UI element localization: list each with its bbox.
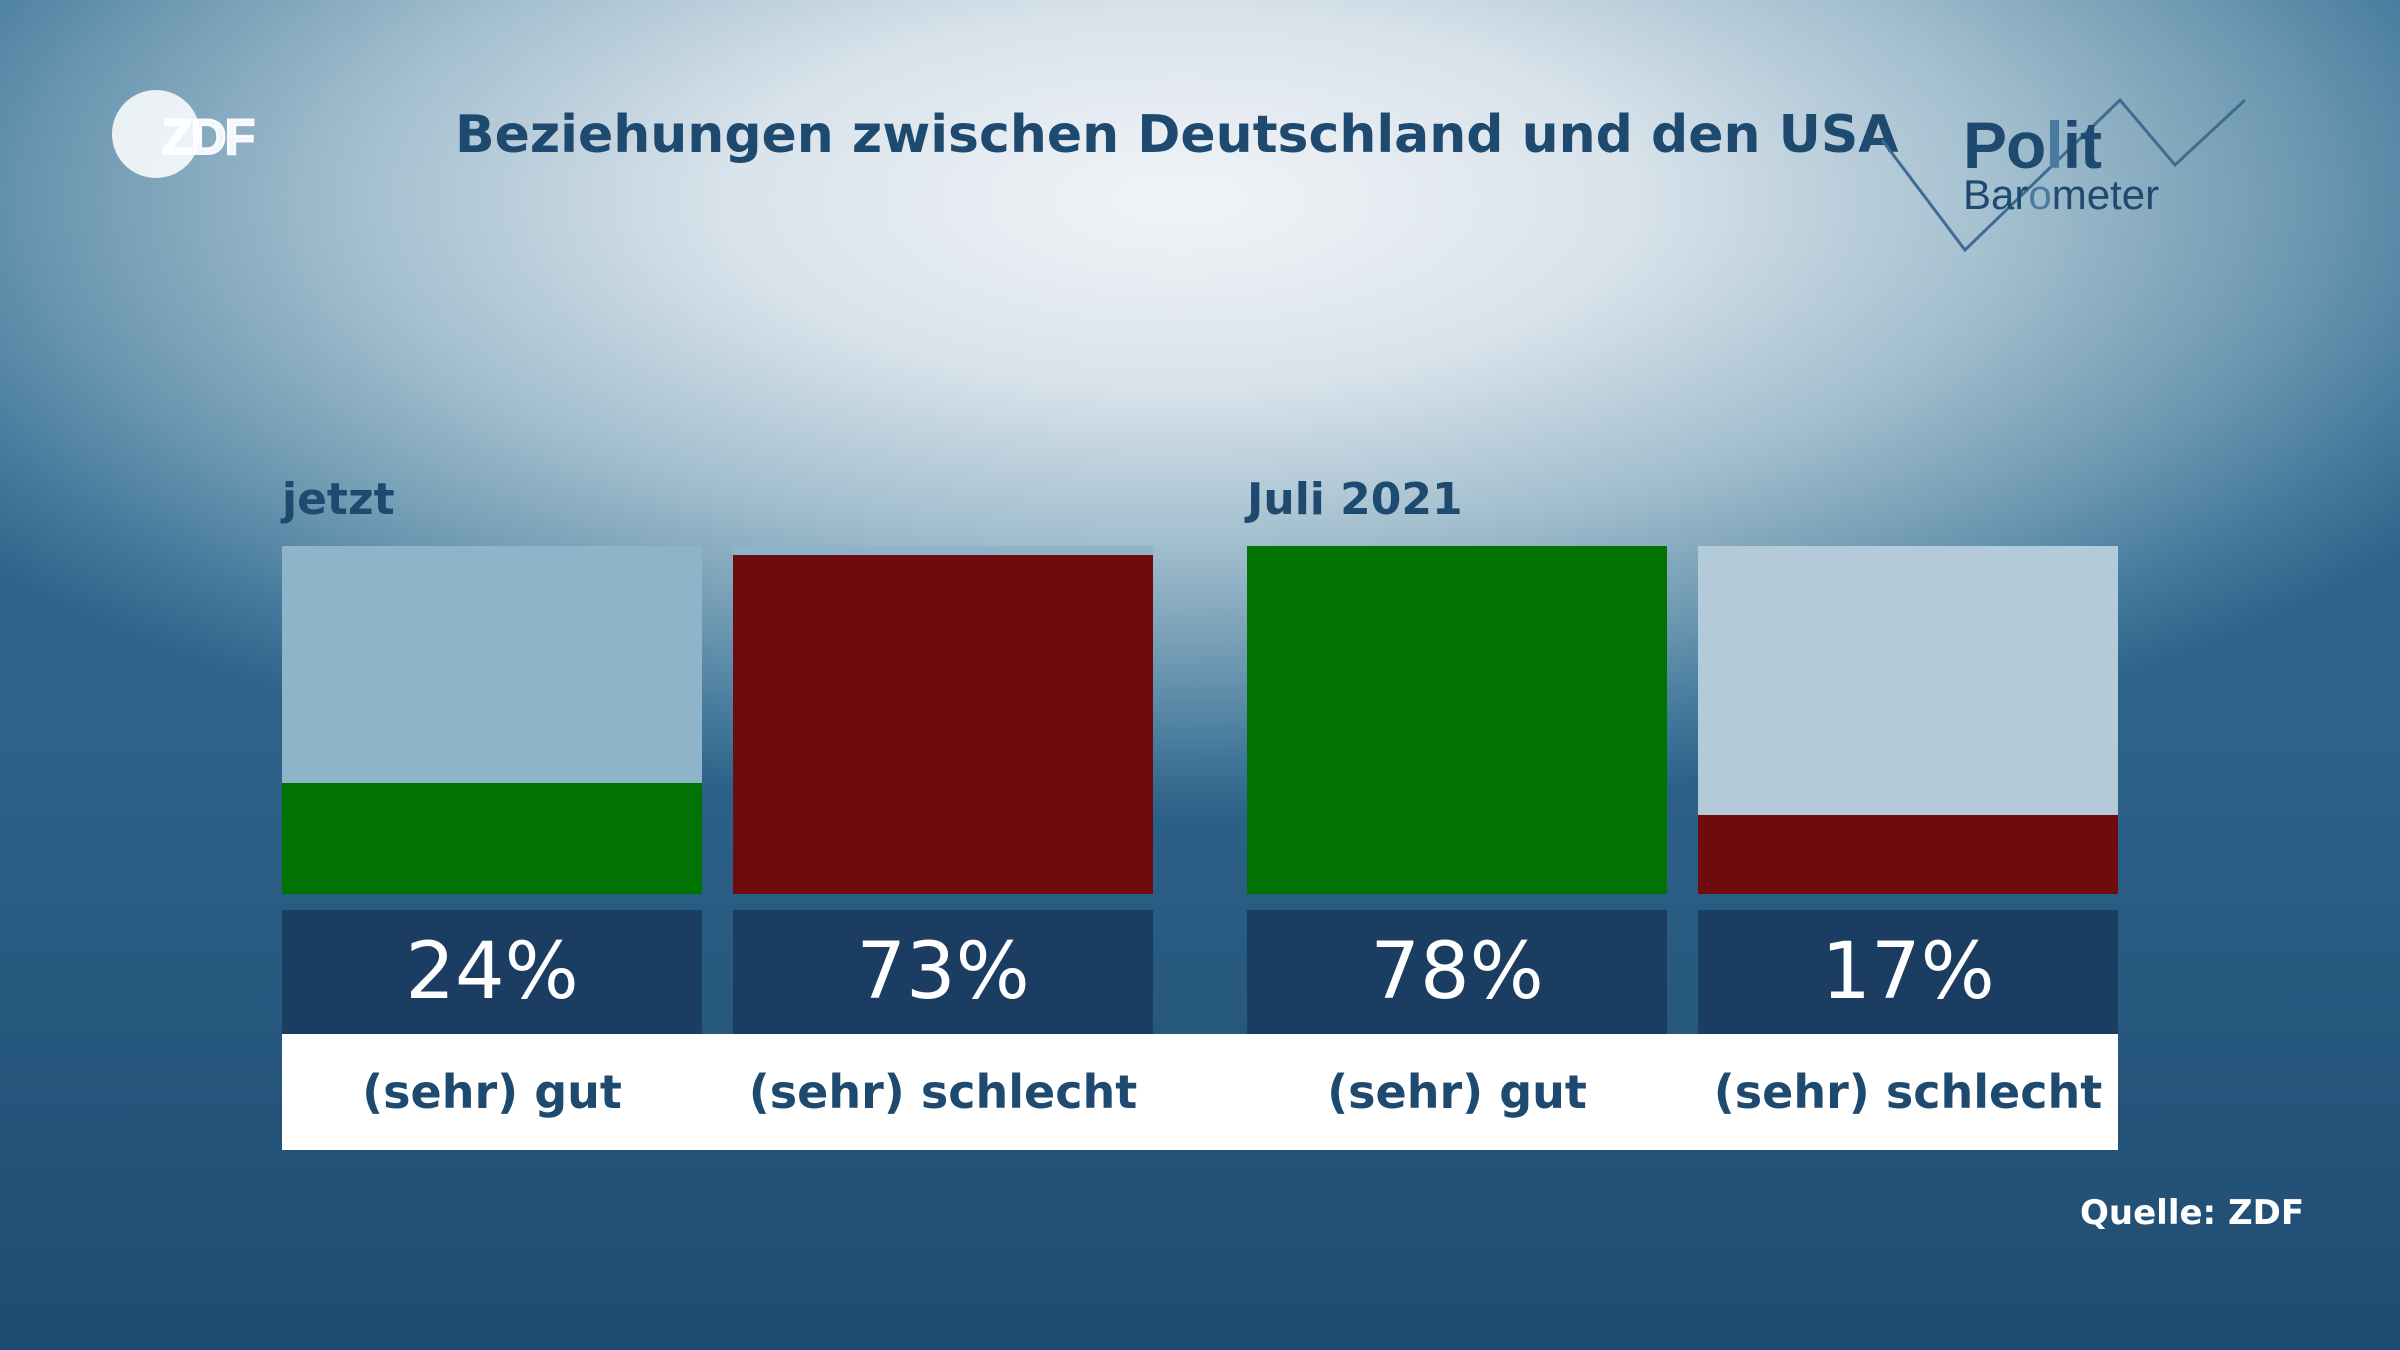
category-label-jetzt-schlecht: (sehr) schlecht [748, 1065, 1138, 1119]
bar-juli-schlecht [1698, 546, 2118, 894]
source-note: Quelle: ZDF [2080, 1193, 2305, 1233]
bar-fill [733, 555, 1153, 894]
politbarometer-logo: Polit Barometer [1880, 95, 2250, 255]
group-label-juli-2021: Juli 2021 [1247, 474, 1463, 525]
category-label-juli-gut: (sehr) gut [1327, 1065, 1587, 1119]
politbarometer-trend-line [1880, 97, 2247, 253]
bar-fill [1698, 815, 2118, 894]
chart-title: Beziehungen zwischen Deutschland und den… [455, 105, 1899, 165]
politbarometer-word-polit: Polit [1963, 108, 2102, 182]
value-label-juli-schlecht: 17% [1698, 910, 2118, 1034]
politbarometer-word-barometer: Barometer [1963, 171, 2160, 218]
value-label-jetzt-gut: 24% [282, 910, 702, 1034]
value-label-juli-gut: 78% [1247, 910, 1667, 1034]
category-label-strip [282, 1034, 2118, 1150]
bar-jetzt-gut [282, 546, 702, 894]
bar-juli-gut [1247, 546, 1667, 894]
group-label-jetzt: jetzt [282, 474, 395, 525]
bar-fill [282, 783, 702, 894]
zdf-logo: ZDF [112, 90, 272, 180]
zdf-logo-text: ZDF [161, 108, 256, 166]
category-label-juli-schlecht: (sehr) schlecht [1713, 1065, 2103, 1119]
zdf-logo-circle [112, 90, 200, 178]
bar-fill [1247, 546, 1667, 894]
bar-jetzt-schlecht [733, 546, 1153, 894]
value-label-jetzt-schlecht: 73% [733, 910, 1153, 1034]
category-label-jetzt-gut: (sehr) gut [362, 1065, 622, 1119]
